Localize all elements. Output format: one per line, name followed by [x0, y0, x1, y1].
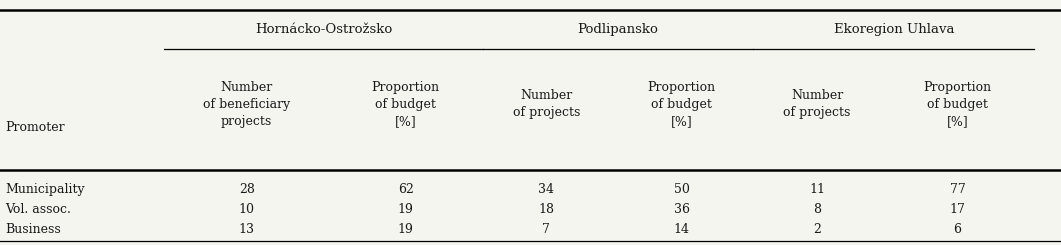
Text: Proportion
of budget
[%]: Proportion of budget [%] [923, 81, 992, 128]
Text: Number
of projects: Number of projects [512, 89, 580, 119]
Text: Ekoregion Uhlava: Ekoregion Uhlava [834, 23, 954, 36]
Text: 62: 62 [398, 183, 414, 196]
Text: Promoter: Promoter [5, 121, 65, 134]
Text: 8: 8 [813, 203, 821, 216]
Text: Hornácko-Ostrožsko: Hornácko-Ostrožsko [255, 23, 393, 36]
Text: 28: 28 [239, 183, 255, 196]
Text: 13: 13 [239, 222, 255, 236]
Text: 7: 7 [542, 222, 551, 236]
Text: 17: 17 [950, 203, 966, 216]
Text: Proportion
of budget
[%]: Proportion of budget [%] [371, 81, 440, 128]
Text: 50: 50 [674, 183, 690, 196]
Text: 14: 14 [674, 222, 690, 236]
Text: Vol. assoc.: Vol. assoc. [5, 203, 71, 216]
Text: 18: 18 [538, 203, 555, 216]
Text: Municipality: Municipality [5, 183, 85, 196]
Text: 19: 19 [398, 203, 414, 216]
Text: Proportion
of budget
[%]: Proportion of budget [%] [647, 81, 716, 128]
Text: 34: 34 [538, 183, 555, 196]
Text: 77: 77 [950, 183, 966, 196]
Text: 11: 11 [808, 183, 825, 196]
Text: 6: 6 [954, 222, 961, 236]
Text: 10: 10 [239, 203, 255, 216]
Text: Number
of beneficiary
projects: Number of beneficiary projects [203, 81, 291, 128]
Text: 19: 19 [398, 222, 414, 236]
Text: Number
of projects: Number of projects [783, 89, 851, 119]
Text: Business: Business [5, 222, 62, 236]
Text: Podlipansko: Podlipansko [577, 23, 659, 36]
Text: 36: 36 [674, 203, 690, 216]
Text: 2: 2 [813, 222, 821, 236]
